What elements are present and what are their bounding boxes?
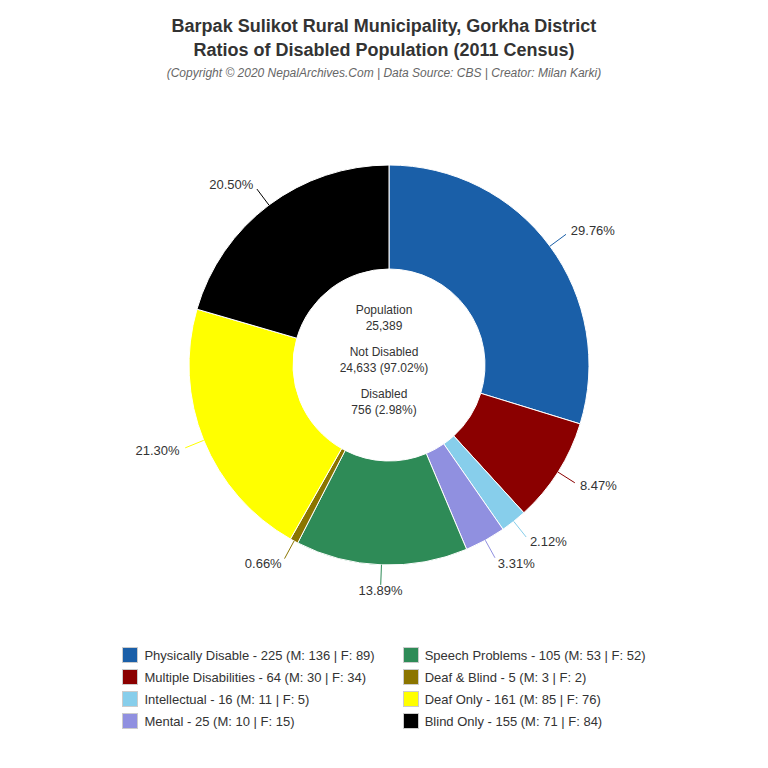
html-text:Population: Population: [355, 303, 413, 317]
html-text:Barpak Sulikot Rural Municipal: Barpak Sulikot Rural Municipality, Gorkh…: [171, 16, 597, 36]
svg-text:13.89%: 13.89%: [358, 583, 403, 598]
html-text:Speech Problems - 105 (M: 53 |: Speech Problems - 105 (M: 53 | F: 52): [424, 647, 646, 663]
html-text:Not Disabled: Not Disabled: [349, 345, 419, 359]
html-text:Blind Only - 155 (M: 71 | F: 8: Blind Only - 155 (M: 71 | F: 84): [424, 713, 603, 729]
html-text:Intellectual - 16 (M: 11 | F:: Intellectual - 16 (M: 11 | F: 5): [144, 691, 310, 707]
svg-text:20.50%: 20.50%: [209, 177, 254, 192]
svg-text:3.31%: 3.31%: [498, 556, 535, 571]
html-text:756 (2.98%): 756 (2.98%): [351, 403, 417, 417]
svg-text:2.12%: 2.12%: [530, 534, 567, 549]
html-text:Deaf & Blind - 5 (M: 3 | F: 2): Deaf & Blind - 5 (M: 3 | F: 2): [424, 669, 587, 685]
html-text:(Copyright © 2020 NepalArchive: (Copyright © 2020 NepalArchives.Com | Da…: [166, 66, 602, 80]
svg-text:29.76%: 29.76%: [571, 223, 616, 238]
html-text:Ratios of Disabled Population: Ratios of Disabled Population (2011 Cens…: [193, 40, 575, 60]
svg-text:0.66%: 0.66%: [245, 556, 282, 571]
html-text:Deaf Only - 161 (M: 85 | F: 76: Deaf Only - 161 (M: 85 | F: 76): [424, 691, 601, 707]
html-text:Physically Disable - 225 (M: 1: Physically Disable - 225 (M: 136 | F: 89…: [144, 647, 375, 663]
svg-text:8.47%: 8.47%: [580, 478, 617, 493]
html-text:Multiple Disabilities - 64 (M:: Multiple Disabilities - 64 (M: 30 | F: 3…: [144, 669, 366, 685]
html-text:Mental - 25 (M: 10 | F: 15): Mental - 25 (M: 10 | F: 15): [144, 713, 295, 729]
html-text:24,633 (97.02%): 24,633 (97.02%): [339, 361, 429, 375]
html-text:Disabled: Disabled: [360, 387, 408, 401]
html-text:25,389: 25,389: [365, 319, 403, 333]
svg-text:21.30%: 21.30%: [136, 443, 181, 458]
